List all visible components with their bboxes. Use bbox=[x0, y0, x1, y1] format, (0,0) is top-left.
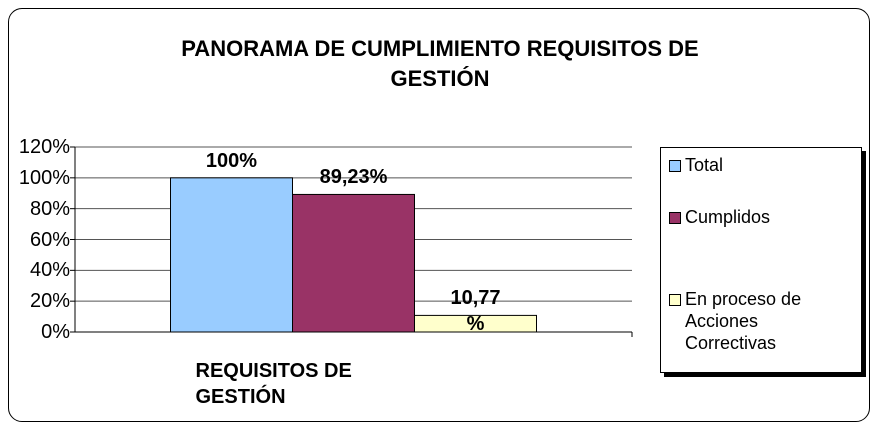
legend-label: En proceso de Acciones Correctivas bbox=[685, 289, 802, 353]
y-tick-label: 20% bbox=[29, 290, 70, 313]
legend-item: Total bbox=[669, 154, 857, 176]
y-tick-label: 60% bbox=[29, 228, 70, 251]
legend-swatch bbox=[669, 160, 681, 172]
value-label: 100% bbox=[205, 149, 258, 172]
bar bbox=[292, 193, 415, 333]
legend-swatch bbox=[669, 294, 681, 306]
bar bbox=[414, 314, 537, 333]
legend-item: En proceso de Acciones Correctivas bbox=[669, 288, 857, 354]
y-tick-label: 80% bbox=[29, 197, 70, 220]
legend: Total Cumplidos En proceso de Acciones Cor… bbox=[660, 147, 862, 373]
chart-title: PANORAMA DE CUMPLIMIENTO REQUISITOS DE G… bbox=[181, 36, 699, 91]
y-tick-label: 120% bbox=[18, 136, 70, 158]
value-label: 10,77 % bbox=[450, 287, 501, 336]
y-tick-label: 40% bbox=[29, 259, 70, 282]
y-tick-label: 0% bbox=[41, 321, 70, 343]
legend-label: Total bbox=[685, 155, 724, 175]
x-tick-label: REQUISITOS DE GESTIÓN bbox=[195, 360, 352, 408]
chart-frame bbox=[8, 8, 870, 422]
y-tick-label: 100% bbox=[18, 166, 70, 189]
legend-item: Cumplidos bbox=[669, 206, 857, 228]
value-label: 89,23% bbox=[319, 166, 388, 189]
legend-label: Cumplidos bbox=[685, 207, 771, 227]
bar bbox=[170, 177, 293, 333]
legend-swatch bbox=[669, 212, 681, 224]
